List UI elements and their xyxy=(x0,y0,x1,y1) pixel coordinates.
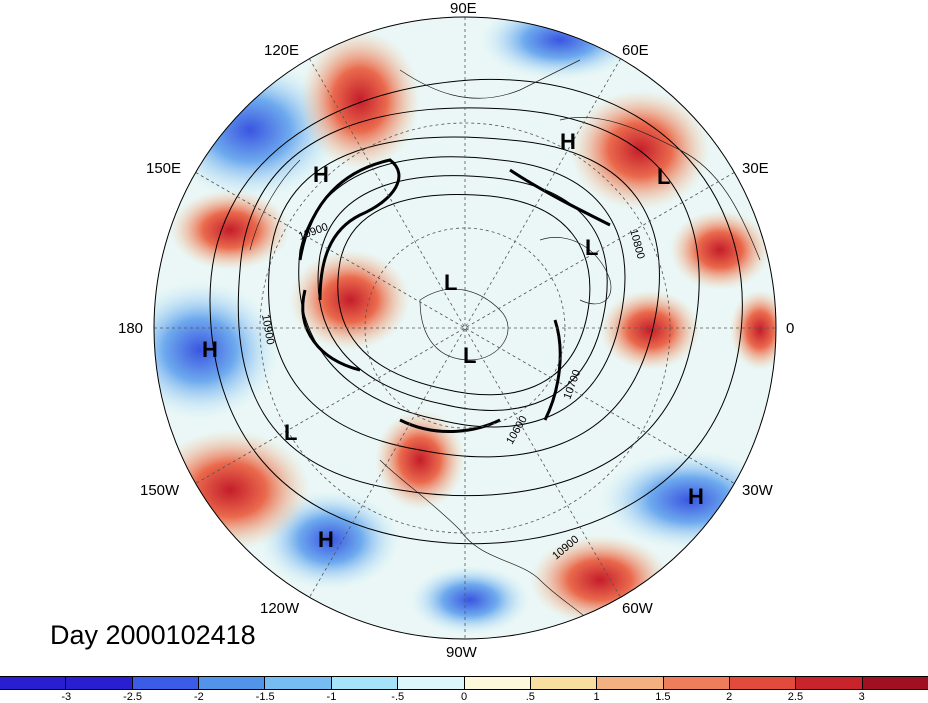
day-timestamp-label: Day 2000102418 xyxy=(50,620,256,650)
colorbar-tick-label: 3 xyxy=(858,691,865,703)
map-boundary xyxy=(153,16,777,640)
lon-label-0: 0 xyxy=(786,320,795,337)
lon-label-90e: 90E xyxy=(450,0,477,17)
colorbar-tick-label: 2.5 xyxy=(787,691,804,703)
colorbar-cell xyxy=(398,677,465,689)
lon-label-150e: 150E xyxy=(146,160,182,177)
height-contours xyxy=(209,78,743,545)
colorbar-tick-label: 0 xyxy=(460,691,468,703)
colorbar-cell xyxy=(199,677,266,689)
lon-label-120e: 120E xyxy=(264,42,300,59)
colorbar-cell xyxy=(132,677,200,689)
high-pressure-marker: H xyxy=(560,129,576,154)
colorbar-tick-label: .5 xyxy=(525,691,535,703)
low-pressure-marker: L xyxy=(657,164,671,189)
colorbar-tick-label: -3 xyxy=(61,691,72,703)
lon-label-180: 180 xyxy=(118,320,144,337)
low-pressure-marker: L xyxy=(463,343,477,368)
high-pressure-marker: H xyxy=(313,162,329,187)
colorbar-cell xyxy=(530,677,598,689)
colorbar-cell xyxy=(862,677,928,689)
colorbar-tick-label: -1.5 xyxy=(255,691,275,703)
colorbar-cell xyxy=(597,677,664,689)
low-pressure-marker: L xyxy=(444,270,458,295)
colorbar-cell xyxy=(331,677,399,689)
anomaly-shading xyxy=(154,17,776,639)
colorbar-cell xyxy=(0,677,67,689)
lon-label-90w: 90W xyxy=(446,644,477,661)
colorbar-cell xyxy=(663,677,730,689)
colorbar-cell xyxy=(265,677,332,689)
colorbar-tick-label: 1.5 xyxy=(655,691,671,703)
colorbar-tick-label: -2 xyxy=(193,691,204,703)
lon-label-30w: 30W xyxy=(742,482,773,499)
high-pressure-marker: H xyxy=(318,527,334,552)
coastlines xyxy=(249,59,761,631)
contour-label: 10900 xyxy=(259,313,276,345)
high-pressure-marker: H xyxy=(202,337,218,362)
lon-label-60e: 60E xyxy=(622,42,649,59)
colorbar-cell xyxy=(729,677,797,689)
colorbar-cell xyxy=(464,677,531,689)
colorbar-cell xyxy=(796,677,863,689)
colorbar-cell xyxy=(66,677,133,689)
colorbar xyxy=(0,676,928,690)
lon-label-60w: 60W xyxy=(622,600,653,617)
lon-label-150w: 150W xyxy=(140,482,180,499)
lon-label-30e: 30E xyxy=(742,160,769,177)
colorbar-tick-label: -1 xyxy=(326,691,337,703)
colorbar-tick-label: 2 xyxy=(726,691,733,703)
high-pressure-marker: H xyxy=(688,484,704,509)
colorbar-tick-label: -.5 xyxy=(391,691,405,703)
colorbar-tick-label: -2.5 xyxy=(123,691,143,703)
graticule xyxy=(154,17,776,639)
lon-label-120w: 120W xyxy=(260,600,300,617)
low-pressure-marker: L xyxy=(284,420,298,445)
colorbar-tick-label: 1 xyxy=(593,691,600,703)
low-pressure-marker: L xyxy=(585,235,599,260)
